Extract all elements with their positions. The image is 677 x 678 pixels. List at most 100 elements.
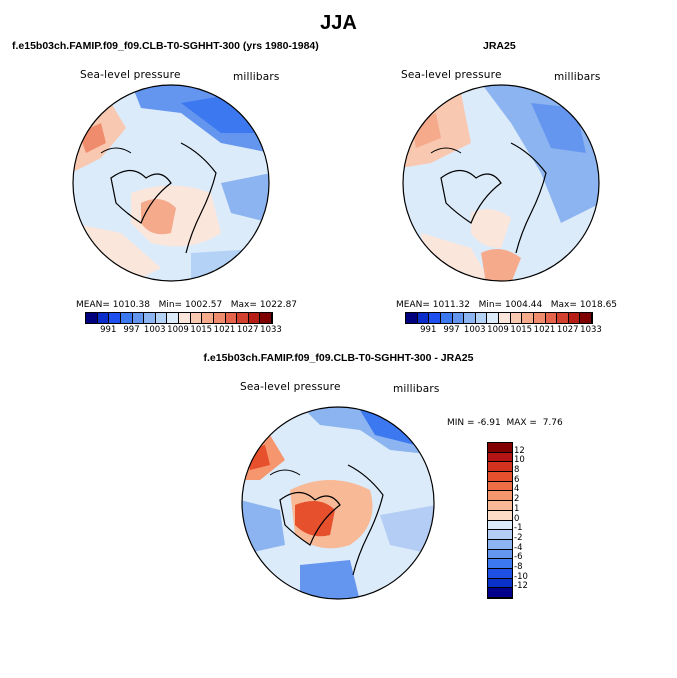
colorbar-label: 8 xyxy=(514,465,520,476)
colorbar-label: -2 xyxy=(514,532,523,543)
colorbar-label: -6 xyxy=(514,552,523,563)
coastline xyxy=(269,469,301,476)
colorbar-swatch xyxy=(213,313,226,323)
panel-2-min: 1004.44 xyxy=(504,300,543,310)
panel-3-units: millibars xyxy=(393,383,440,395)
colorbar-swatch xyxy=(487,313,499,323)
panel-2-units: millibars xyxy=(554,71,601,83)
colorbar-swatch xyxy=(580,313,592,323)
greenland-high xyxy=(471,209,511,248)
colorbar-swatch xyxy=(452,313,465,323)
greenland-high xyxy=(141,199,176,235)
colorbar-swatch xyxy=(488,539,512,550)
colorbar-swatch xyxy=(488,501,512,511)
colorbar-label: -10 xyxy=(514,571,528,582)
colorbar-swatch xyxy=(417,313,430,323)
panel-2-title: JRA25 xyxy=(483,40,516,52)
colorbar-label: 1015 xyxy=(510,325,533,335)
colorbar-label: 1009 xyxy=(487,325,509,335)
colorbar-label: 991 xyxy=(420,325,437,335)
colorbar-swatch xyxy=(167,313,179,323)
colorbar-label: 1009 xyxy=(167,325,189,335)
panel-3-max: 7.76 xyxy=(542,418,563,428)
coastline xyxy=(510,142,547,254)
coastline xyxy=(440,169,502,224)
colorbar-swatch xyxy=(488,510,512,521)
colorbar-label: 10 xyxy=(514,455,525,466)
colorbar-swatch xyxy=(522,313,534,323)
colorbar-swatch xyxy=(488,472,512,482)
colorbar-swatch xyxy=(488,452,512,463)
colorbar-swatch xyxy=(488,578,512,589)
colorbar-swatch xyxy=(429,313,441,323)
colorbar-swatch xyxy=(86,313,98,323)
coastline xyxy=(180,142,217,254)
colorbar-swatch xyxy=(488,530,512,540)
positive-core-center xyxy=(295,501,335,537)
colorbar-label: 997 xyxy=(443,325,460,335)
colorbar-swatch xyxy=(464,313,476,323)
colorbar-swatch xyxy=(488,520,512,531)
colorbar-swatch xyxy=(568,313,581,323)
colorbar-swatch xyxy=(97,313,110,323)
coastline xyxy=(100,147,132,154)
colorbar-swatch xyxy=(533,313,546,323)
colorbar-swatch xyxy=(488,481,512,492)
colorbar-swatch xyxy=(488,443,512,453)
colorbar-swatch xyxy=(406,313,418,323)
side-low xyxy=(221,173,269,223)
colorbar-label: -1 xyxy=(514,523,523,534)
colorbar-swatch xyxy=(545,313,558,323)
panel-2-max: 1018.65 xyxy=(579,300,618,310)
colorbar-label: 1027 xyxy=(556,325,579,335)
panel-3-map xyxy=(241,406,435,600)
colorbar-label: 1003 xyxy=(143,325,166,335)
colorbar-swatch xyxy=(499,313,511,323)
colorbar-label: 1 xyxy=(514,503,520,514)
panel-3-stats: MIN = -6.91 MAX = 7.76 xyxy=(447,418,563,428)
colorbar-swatch xyxy=(248,313,261,323)
panel-1-map xyxy=(72,84,270,282)
colorbar-swatch xyxy=(179,313,191,323)
panel-1-colorbar xyxy=(85,312,273,324)
colorbar-label: 1021 xyxy=(213,325,236,335)
colorbar-label: -12 xyxy=(514,581,528,592)
negative-west xyxy=(242,500,285,555)
colorbar-label: 1015 xyxy=(190,325,213,335)
colorbar-label: 4 xyxy=(514,484,520,495)
panel-1-title: f.e15b03ch.FAMIP.f09_f09.CLB-T0-SGHHT-30… xyxy=(12,40,319,52)
colorbar-swatch xyxy=(475,313,488,323)
panel-2-colorbar-labels: 991 997 1003 1009 1015 1021 1027 1033 xyxy=(405,325,602,337)
panel-3-title: f.e15b03ch.FAMIP.f09_f09.CLB-T0-SGHHT-30… xyxy=(203,352,474,364)
colorbar-label: 991 xyxy=(100,325,117,335)
panel-3-min: -6.91 xyxy=(477,418,501,428)
colorbar-label: 1033 xyxy=(580,325,602,335)
colorbar-label: 1021 xyxy=(533,325,556,335)
negative-east xyxy=(380,505,434,555)
colorbar-swatch xyxy=(488,462,512,473)
colorbar-swatch xyxy=(488,588,512,598)
colorbar-swatch xyxy=(440,313,453,323)
colorbar-label: 1033 xyxy=(260,325,282,335)
coastline xyxy=(347,464,384,576)
panel-1-max: 1022.87 xyxy=(259,300,298,310)
panel-3-colorbar xyxy=(487,442,513,599)
coastline xyxy=(110,169,172,224)
colorbar-label: 997 xyxy=(123,325,140,335)
colorbar-label: 0 xyxy=(514,513,520,524)
colorbar-label: 1003 xyxy=(463,325,486,335)
season-title: JJA xyxy=(320,12,357,34)
colorbar-swatch xyxy=(488,568,512,579)
colorbar-label: -8 xyxy=(514,561,523,572)
panel-3-variable: Sea-level pressure xyxy=(240,381,341,393)
colorbar-label: 2 xyxy=(514,494,520,505)
colorbar-swatch xyxy=(109,313,121,323)
colorbar-swatch xyxy=(202,313,214,323)
colorbar-label: 6 xyxy=(514,474,520,485)
colorbar-label: 12 xyxy=(514,445,525,456)
panel-1-mean: 1010.38 xyxy=(112,300,150,310)
panel-2-variable: Sea-level pressure xyxy=(401,69,502,81)
panel-1-units: millibars xyxy=(233,71,280,83)
coastline xyxy=(279,491,341,546)
panel-1-min: 1002.57 xyxy=(184,300,223,310)
